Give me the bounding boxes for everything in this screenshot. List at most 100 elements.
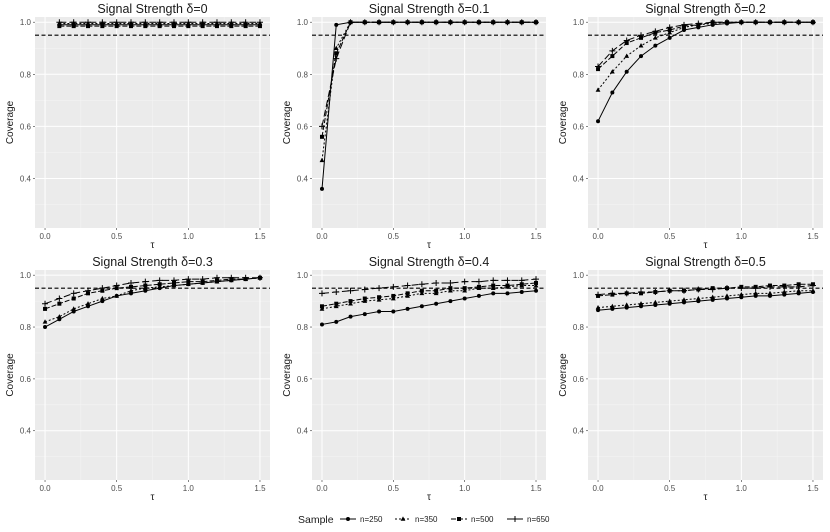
x-tick-label: 0.5 xyxy=(111,232,123,241)
data-point xyxy=(504,277,511,284)
y-tick-label: 0.4 xyxy=(297,427,309,436)
data-point xyxy=(128,279,135,286)
data-point xyxy=(319,157,325,163)
data-point xyxy=(199,276,206,283)
data-point xyxy=(56,295,63,302)
data-point xyxy=(143,24,148,29)
panel-3: Signal Strength δ=0.2 0.4 0.6 0.8 1.0 0.0 0.5 1… xyxy=(558,2,823,251)
x-tick-label: 0.0 xyxy=(316,484,328,493)
data-point xyxy=(377,309,382,314)
data-point xyxy=(534,280,539,285)
data-point xyxy=(461,19,468,26)
legend-label: n=250 xyxy=(360,515,383,524)
data-point xyxy=(652,28,659,35)
data-point xyxy=(229,24,234,29)
panel-title: Signal Strength δ=0.5 xyxy=(645,255,766,269)
data-point xyxy=(361,286,368,293)
data-point xyxy=(709,286,716,293)
legend-entry-n=250: n=250 xyxy=(340,515,383,524)
data-point xyxy=(462,286,467,291)
series-line xyxy=(321,285,537,310)
x-tick-label: 0.5 xyxy=(388,232,400,241)
data-point xyxy=(99,285,106,292)
y-tick-label: 0.8 xyxy=(573,70,585,79)
data-point xyxy=(695,295,701,301)
data-point xyxy=(56,314,62,319)
data-point xyxy=(505,291,510,296)
data-point xyxy=(681,297,687,302)
legend-label: n=500 xyxy=(471,515,494,524)
data-point xyxy=(376,297,382,302)
data-point xyxy=(624,302,630,307)
data-point xyxy=(491,283,496,288)
legend-label: n=650 xyxy=(527,515,550,524)
data-point xyxy=(519,282,524,287)
panel-6: Signal Strength δ=0.5 0.4 0.6 0.8 1.0 0.0 0.5 1… xyxy=(558,255,823,503)
x-tick-label: 0.0 xyxy=(592,484,604,493)
data-point xyxy=(461,278,468,285)
data-point xyxy=(448,288,453,293)
data-point xyxy=(609,69,615,74)
data-point xyxy=(99,19,106,26)
x-tick-label: 1.5 xyxy=(530,232,542,241)
y-tick-label: 1.0 xyxy=(297,271,309,280)
data-point xyxy=(653,43,658,48)
series-line xyxy=(597,283,813,297)
data-point xyxy=(70,19,77,26)
data-point xyxy=(228,274,235,281)
x-tick-label: 1.0 xyxy=(736,484,748,493)
data-point xyxy=(518,19,525,26)
data-point xyxy=(504,19,511,26)
data-point xyxy=(666,24,673,31)
data-point xyxy=(42,300,49,307)
data-point xyxy=(71,296,76,301)
data-point xyxy=(376,19,383,26)
y-tick-label: 0.6 xyxy=(297,122,309,131)
data-point xyxy=(376,285,383,292)
data-point xyxy=(157,284,163,289)
data-point xyxy=(142,19,149,26)
data-point xyxy=(319,134,324,139)
series-n=650 xyxy=(42,274,263,307)
data-point xyxy=(404,19,411,26)
data-point xyxy=(418,281,425,288)
series-n=350 xyxy=(595,288,816,310)
data-point xyxy=(681,21,688,28)
data-point xyxy=(257,24,262,29)
data-point xyxy=(667,298,673,303)
y-tick-label: 0.8 xyxy=(20,70,32,79)
y-tick-label: 0.4 xyxy=(297,175,309,184)
data-point xyxy=(333,45,339,51)
data-point xyxy=(624,53,630,58)
y-tick-label: 0.4 xyxy=(573,175,585,184)
y-tick-label: 0.6 xyxy=(297,375,309,384)
data-point xyxy=(319,304,324,309)
x-tick-label: 0.5 xyxy=(664,232,676,241)
data-point xyxy=(390,19,397,26)
panel-2: Signal Strength δ=0.1 0.4 0.6 0.8 1.0 0.0 0.5 1… xyxy=(282,2,546,251)
data-point xyxy=(157,282,162,287)
data-point xyxy=(57,301,62,306)
data-point xyxy=(490,19,497,26)
data-point xyxy=(171,24,176,29)
y-axis-label: Coverage xyxy=(5,100,16,144)
data-point xyxy=(200,24,205,29)
data-point xyxy=(610,54,615,59)
y-tick-label: 0.4 xyxy=(20,175,32,184)
y-axis-label: Coverage xyxy=(5,353,16,397)
data-point xyxy=(753,290,759,296)
panel-4: Signal Strength δ=0.3 0.4 0.6 0.8 1.0 0.0 0.5 1… xyxy=(5,255,270,503)
data-point xyxy=(448,286,453,291)
legend-entry-n=650: n=650 xyxy=(507,515,550,524)
data-point xyxy=(405,306,410,311)
data-point xyxy=(348,299,353,304)
data-point xyxy=(681,287,688,294)
data-point xyxy=(185,19,192,26)
data-point xyxy=(142,285,148,290)
data-point xyxy=(810,288,816,293)
legend-label: n=350 xyxy=(415,515,438,524)
data-point xyxy=(462,296,467,301)
data-point xyxy=(434,288,439,293)
legend-entry-n=350: n=350 xyxy=(395,515,438,524)
data-point xyxy=(347,287,354,294)
